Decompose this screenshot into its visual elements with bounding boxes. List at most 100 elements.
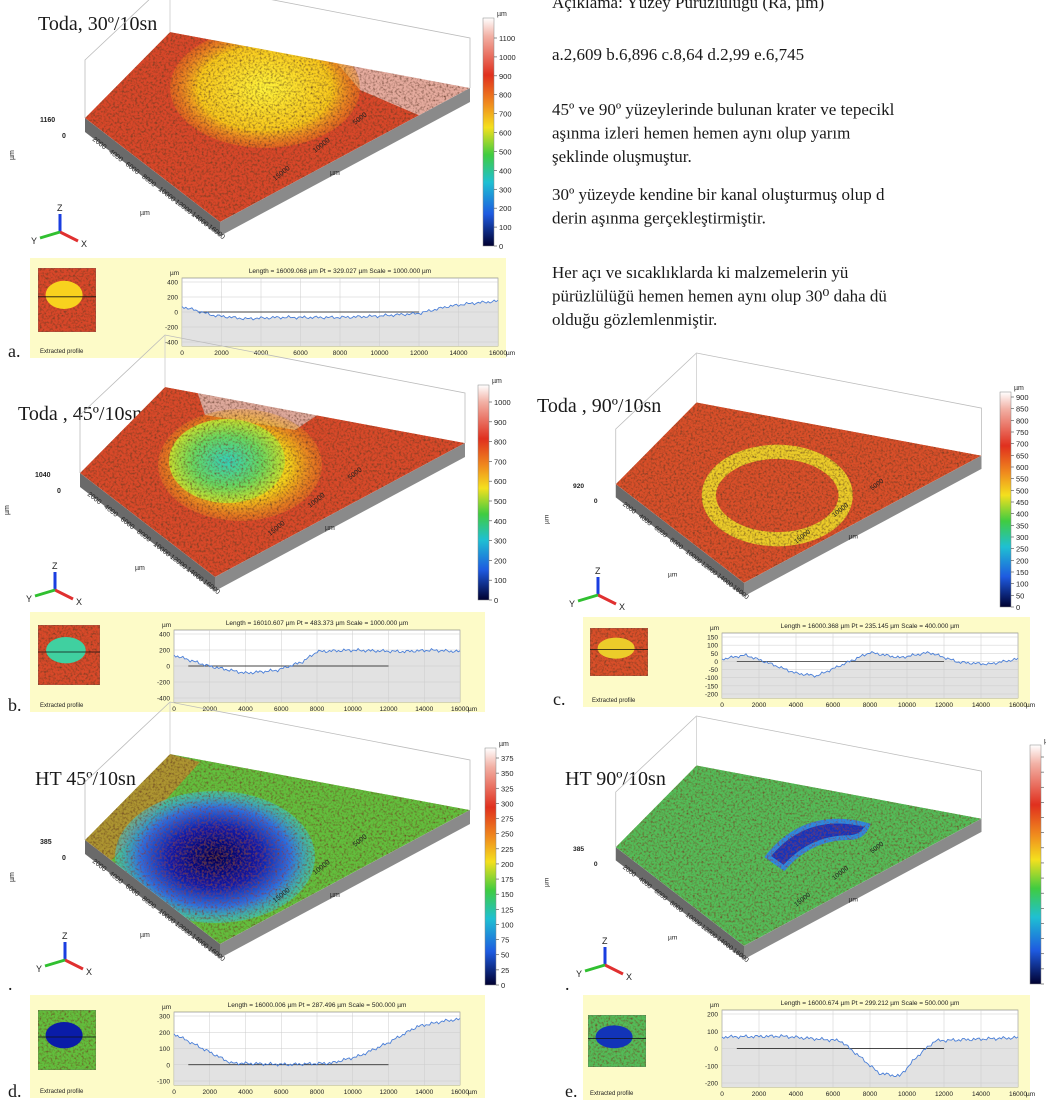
profile-curve [173,1017,461,1067]
axis-triad: Z X Y [569,566,625,612]
colorbar-unit: µm [1014,385,1024,392]
x-tick-label: 16000 [451,706,469,713]
colorbar-tick-label: 1100 [499,34,515,43]
x-tick-label: 6000 [826,1091,841,1098]
colorbar-tick-label: 200 [494,556,507,565]
surface-side [615,847,744,960]
y-tick-label: -50 [709,667,719,674]
triad-x [54,588,74,601]
y-tick-label: 200 [707,1012,718,1019]
x-tick-label: 0 [172,706,176,713]
colorbar-tick-label: 1000 [494,398,511,407]
x-tick-label: 10000 [344,1089,362,1096]
surface-x-unit: µm [668,934,678,941]
colorbar-tick-label: 550 [1016,475,1029,484]
triad-label: X [619,602,625,612]
surface-side [80,473,215,591]
surface-side [85,840,220,958]
colorbar-tick-label: 75 [501,936,509,945]
colorbar-tick-label: 100 [501,920,514,929]
x-tick-label: 12000 [935,702,953,709]
z-max-label: 1160 [40,117,55,124]
y-tick-label: 200 [159,648,170,655]
crater [170,32,360,148]
axis-triad: Z X Y [36,931,92,977]
triad-label: Y [569,599,575,609]
panel-letter: a. [8,341,21,361]
x-unit: µm [1026,702,1035,709]
surface-side [744,455,982,597]
y-tick-label: 0 [714,1046,718,1053]
colorbar-tick-label: 225 [501,845,514,854]
colorbar: µm90085080075070065060055050045040035030… [999,385,1029,612]
y-tick-label: 100 [159,1046,170,1053]
x-tick-label: 0 [720,702,724,709]
x-tick-label: 14000 [415,1089,433,1096]
colorbar-unit: µm [1044,738,1046,745]
y-tick-label: -100 [705,1063,718,1070]
surface-top [615,765,982,946]
origin-label: 0 [594,498,598,505]
panel-letter: c. [553,689,566,709]
x-tick-label: 14000 [415,706,433,713]
crater [169,419,285,503]
z-max-label: 920 [573,483,584,490]
colorbar-tick-label: 350 [501,769,514,778]
triad-label: Y [36,964,42,974]
colorbar: µm3735323027252220171512107550250 [1029,738,1046,985]
colorbar-tick-label: 800 [1016,416,1029,425]
triad-label: X [626,972,632,982]
x-tick-label: 2000 [214,350,229,357]
y-tick-label: 0 [166,664,170,671]
colorbar-tick-label: 25 [501,966,509,975]
x-tick-label: 6000 [274,706,289,713]
colorbar-tick-label: 100 [1016,580,1029,589]
surface-top [80,387,465,577]
colorbar-tick-label: 375 [501,754,514,763]
description: Açıklama: Yüzey Pürüzlülüğü (Ra, µm) a.2… [552,0,895,329]
panel-marker: . [8,974,13,994]
x-tick-label: 2000 [752,1091,767,1098]
colorbar-tick-label: 150 [1016,568,1029,577]
z-max-label: 385 [40,839,52,846]
colorbar-tick-label: 600 [1016,463,1029,472]
speckle [85,754,200,862]
y-tick-label: -100 [705,675,718,682]
x-tick-label: 8000 [310,1089,325,1096]
profile-caption: Extracted profile [590,1091,634,1097]
colorbar-tick-label: 50 [1016,591,1024,600]
description-heading: Açıklama: Yüzey Pürüzlülüğü (Ra, µm) [552,0,824,12]
colorbar-tick-label: 1000 [499,53,516,62]
surface-y-unit: µm [849,896,859,903]
colorbar-tick-label: 125 [501,905,514,914]
colorbar-tick-label: 150 [501,890,514,899]
triad-y [584,963,606,973]
profile-caption: Extracted profile [592,698,636,704]
x-tick-label: 6000 [826,702,841,709]
x-unit: µm [468,1089,477,1096]
colorbar-tick-label: 800 [499,91,512,100]
panel: Toda, 30º/10sna.11600µm20004000600080001… [8,0,516,361]
y-tick-label: 400 [167,280,178,287]
colorbar-tick-label: 600 [494,477,507,486]
axis-triad: Z X Y [26,561,82,607]
x-tick-label: 2000 [203,1089,218,1096]
y-tick-label: 200 [167,295,178,302]
surface-y-unit: µm [849,533,859,540]
y-tick-label: 0 [174,310,178,317]
surface-3d: 11600µm200040006000800010000120001400016… [9,0,471,241]
z-unit: µm [4,505,11,515]
triad-label: Z [62,931,68,941]
roughness-values: a.2,609 b.6,896 c.8,64 d.2,99 e.6,745 [552,45,804,64]
colorbar-tick-label: 400 [494,517,507,526]
paragraph-line: Her açı ve sıcaklıklarda ki malzemelerin… [552,263,849,282]
paragraph-line: olduğu gözlemlenmiştir. [552,310,717,329]
profile-header: Length = 16000.674 µm Pt = 299.212 µm Sc… [781,1000,960,1007]
y-tick-label: 50 [711,651,719,658]
profile-panel: Extracted profile Length = 16010.607 µm P… [30,612,485,713]
y-tick-label: 150 [707,635,718,642]
panel: HT 45º/10snd..3850µm20004000600080001000… [8,701,514,1101]
x-tick-label: 4000 [238,1089,253,1096]
colorbar-tick-label: 700 [1016,440,1029,449]
profile-header: Length = 16009.068 µm Pt = 329.027 µm Sc… [249,268,431,275]
